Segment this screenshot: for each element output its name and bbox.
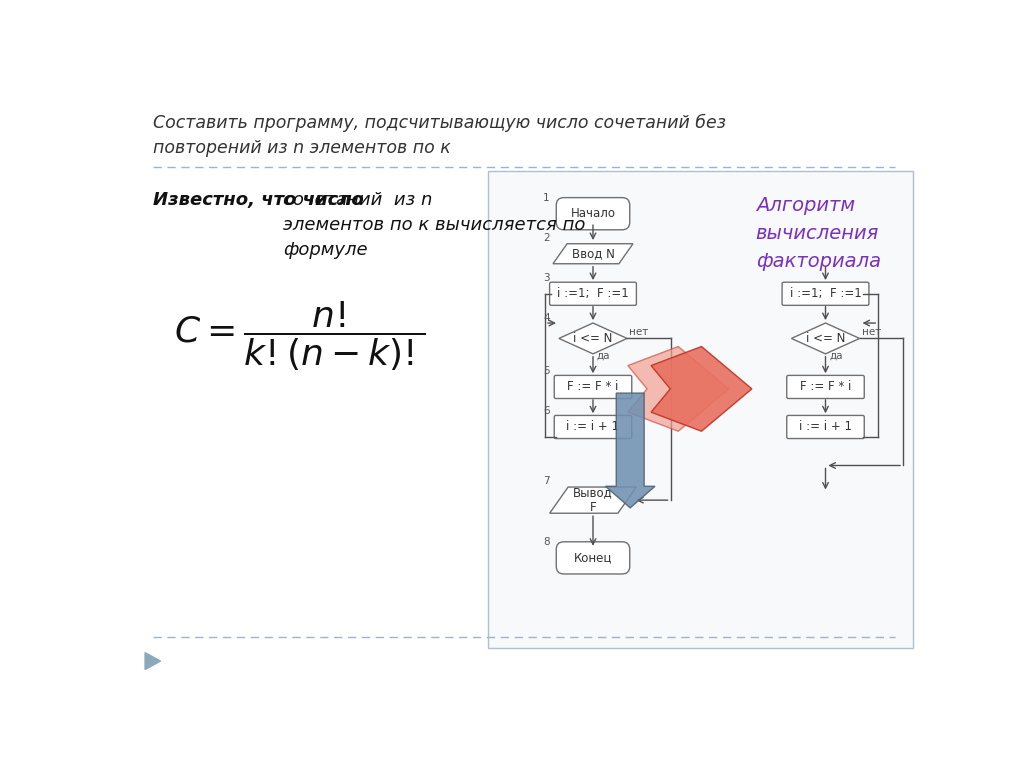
Text: i := i + 1: i := i + 1: [566, 420, 620, 433]
FancyBboxPatch shape: [786, 416, 864, 439]
Text: 7: 7: [543, 476, 550, 486]
Text: 5: 5: [543, 366, 550, 376]
Text: Известно, что число: Известно, что число: [153, 191, 370, 209]
FancyBboxPatch shape: [782, 282, 869, 305]
Polygon shape: [628, 347, 729, 431]
Polygon shape: [550, 487, 636, 513]
Text: 8: 8: [543, 537, 550, 547]
Text: Ввод N: Ввод N: [571, 247, 614, 260]
Text: нет: нет: [862, 327, 882, 337]
FancyBboxPatch shape: [488, 170, 913, 648]
Text: 6: 6: [543, 407, 550, 416]
FancyBboxPatch shape: [554, 375, 632, 399]
Text: i <= N: i <= N: [573, 332, 612, 345]
Text: F := F * i: F := F * i: [800, 380, 851, 393]
Polygon shape: [145, 653, 161, 670]
Polygon shape: [651, 347, 752, 431]
Text: $C = \dfrac{n!}{k!(n-k)!}$: $C = \dfrac{n!}{k!(n-k)!}$: [174, 300, 426, 374]
Text: F := F * i: F := F * i: [567, 380, 618, 393]
Polygon shape: [559, 323, 627, 354]
Text: i :=1;  F :=1: i :=1; F :=1: [557, 288, 629, 300]
FancyBboxPatch shape: [556, 198, 630, 230]
Text: нет: нет: [630, 327, 648, 337]
Text: Начало: Начало: [570, 207, 615, 220]
Text: 3: 3: [543, 273, 550, 283]
Polygon shape: [605, 393, 655, 508]
Text: Алгоритм
вычисления
факториала: Алгоритм вычисления факториала: [756, 196, 881, 271]
Polygon shape: [792, 323, 859, 354]
FancyBboxPatch shape: [554, 416, 632, 439]
Text: 1: 1: [543, 193, 550, 203]
Text: да: да: [829, 351, 843, 360]
Text: 4: 4: [543, 313, 550, 323]
Text: сочетаний  из n
элементов по к вычисляется по
формуле: сочетаний из n элементов по к вычисляетс…: [283, 191, 586, 258]
FancyBboxPatch shape: [786, 375, 864, 399]
Text: i <= N: i <= N: [806, 332, 845, 345]
Text: i :=1;  F :=1: i :=1; F :=1: [790, 288, 861, 300]
Text: Конец: Конец: [573, 551, 612, 565]
Text: Вывод
F: Вывод F: [573, 486, 613, 514]
Text: 2: 2: [543, 233, 550, 243]
FancyBboxPatch shape: [556, 542, 630, 574]
FancyBboxPatch shape: [550, 282, 636, 305]
Text: да: да: [597, 351, 610, 360]
Text: Составить программу, подсчитывающую число сочетаний без
повторений из n элементо: Составить программу, подсчитывающую числ…: [153, 114, 726, 156]
Text: i := i + 1: i := i + 1: [799, 420, 852, 433]
Polygon shape: [553, 244, 633, 264]
